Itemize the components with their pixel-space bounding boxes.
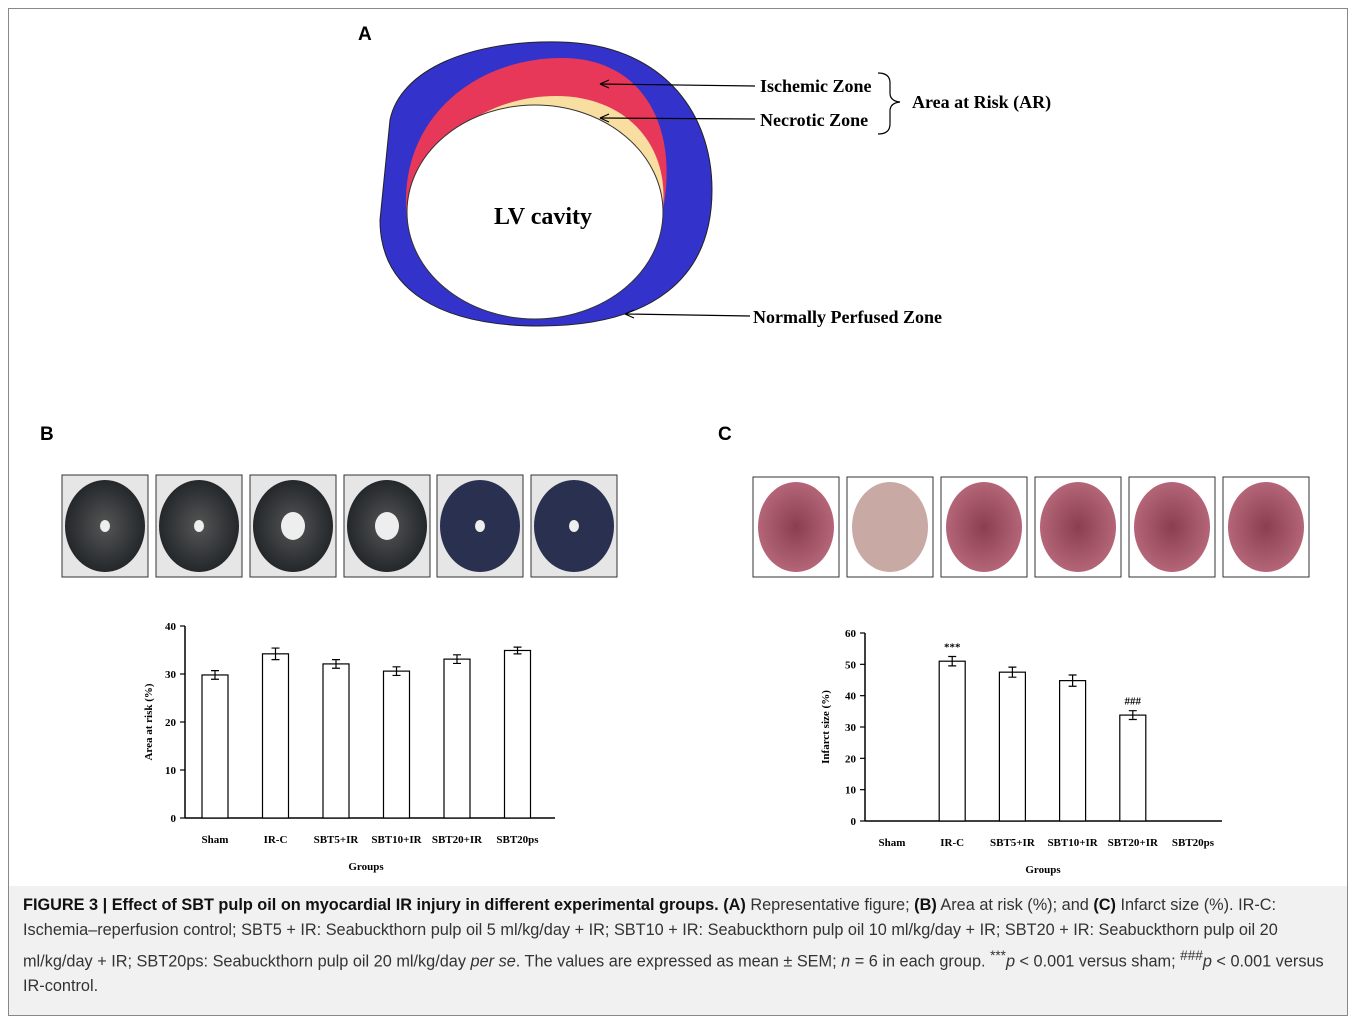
y-tick-label: 30 — [165, 669, 177, 681]
y-tick-label: 50 — [845, 659, 857, 671]
zone-label: Area at Risk (AR) — [912, 92, 1051, 113]
bar — [503, 649, 532, 819]
photo — [375, 512, 399, 540]
bar — [382, 670, 411, 819]
x-tick-label: IR-C — [264, 834, 288, 846]
error-bar — [392, 666, 401, 677]
bar — [201, 674, 229, 819]
photo — [100, 520, 110, 532]
bar — [938, 660, 966, 822]
photo — [194, 520, 204, 532]
y-tick-label: 20 — [165, 717, 177, 729]
bar — [261, 653, 290, 819]
bar — [322, 663, 350, 819]
error-bar — [211, 670, 219, 680]
x-tick-label: SBT10+IR — [1047, 837, 1098, 849]
caption-text: < 0.001 versus sham; — [1015, 952, 1181, 971]
caption-text: . The values are expressed as mean ± SEM… — [515, 952, 842, 971]
caption-text: *** — [990, 948, 1006, 963]
x-tick-label: SBT20ps — [1172, 837, 1215, 849]
x-axis-label: Groups — [348, 861, 384, 873]
x-tick-label: Sham — [202, 834, 229, 846]
caption-text: ### — [1180, 948, 1203, 963]
x-tick-label: SBT5+IR — [314, 834, 360, 846]
figure: A B C Ischemic Zone Necrotic Zone Area a… — [40, 24, 1310, 876]
y-tick-label: 30 — [845, 722, 857, 734]
panel-label: B — [40, 424, 54, 445]
photo — [946, 482, 1022, 572]
figure-frame — [8, 8, 1348, 1016]
x-tick-label: SBT20+IR — [1108, 837, 1159, 849]
caption-text: per se — [470, 952, 516, 971]
caption-text: n — [841, 952, 851, 971]
panel-label: C — [718, 424, 732, 445]
caption-text: < 0.001 versus IR-control. — [23, 952, 1324, 996]
caption-text: p — [1202, 952, 1212, 971]
photo-strip — [61, 474, 1310, 578]
photo — [758, 482, 834, 572]
photo — [1134, 482, 1210, 572]
y-tick-label: 10 — [845, 785, 857, 797]
error-bar — [513, 646, 522, 655]
caption-text: p — [1005, 952, 1015, 971]
y-tick-label: 40 — [845, 691, 857, 703]
y-tick-label: 40 — [165, 621, 177, 633]
error-bar — [332, 659, 340, 669]
x-tick-label: SBT20ps — [496, 834, 539, 846]
caption-text: FIGURE 3 | Effect of SBT pulp oil on myo… — [23, 896, 746, 914]
photo — [1040, 482, 1116, 572]
bar — [1119, 714, 1147, 822]
caption-text: (B) — [914, 896, 937, 914]
zone-label: Normally Perfused Zone — [753, 307, 942, 327]
y-tick-label: 0 — [171, 813, 177, 825]
x-tick-label: Sham — [879, 837, 906, 849]
error-bar — [271, 647, 280, 661]
caption-text: Area at risk (%); and — [936, 896, 1094, 914]
caption-text: = 6 in each group. — [850, 952, 991, 971]
y-axis-label: Infarct size (%) — [820, 690, 832, 764]
x-tick-label: SBT10+IR — [371, 834, 422, 846]
y-tick-label: 0 — [851, 816, 857, 828]
error-bar — [1128, 710, 1137, 721]
photo — [281, 512, 305, 540]
panel-label: A — [358, 24, 372, 45]
x-tick-label: SBT5+IR — [990, 837, 1036, 849]
x-tick-label: IR-C — [940, 837, 964, 849]
photo — [475, 520, 485, 532]
x-axis-label: Groups — [1025, 864, 1061, 876]
photo — [569, 520, 579, 532]
x-tick-label: SBT20+IR — [432, 834, 483, 846]
caption-text: Infarct size (%). IR-C: Ischemia–reperfu… — [23, 896, 1278, 971]
figure-caption: FIGURE 3 | Effect of SBT pulp oil on myo… — [9, 886, 1347, 1015]
photo — [852, 482, 928, 572]
zone-label: Ischemic Zone — [760, 76, 872, 96]
error-bar — [453, 654, 461, 665]
y-tick-label: 10 — [165, 765, 177, 777]
bar — [998, 671, 1027, 822]
caption-text: Representative figure; — [745, 896, 915, 914]
y-tick-label: 60 — [845, 628, 857, 640]
bar — [443, 658, 471, 819]
bar — [1058, 680, 1087, 822]
error-bar — [1008, 666, 1017, 678]
zone-label: Necrotic Zone — [760, 110, 868, 130]
heart-diagram: Ischemic Zone Necrotic Zone Area at Risk… — [379, 41, 1051, 327]
y-tick-label: 20 — [845, 753, 857, 765]
error-bar — [1068, 674, 1077, 687]
photo — [1228, 482, 1304, 572]
caption-text: (C) — [1093, 896, 1116, 914]
error-bar — [948, 655, 957, 667]
annotation: *** — [944, 642, 961, 654]
y-axis-label: Area at risk (%) — [143, 683, 155, 760]
zone-label: LV cavity — [494, 204, 592, 230]
annotation: ### — [1125, 696, 1142, 708]
